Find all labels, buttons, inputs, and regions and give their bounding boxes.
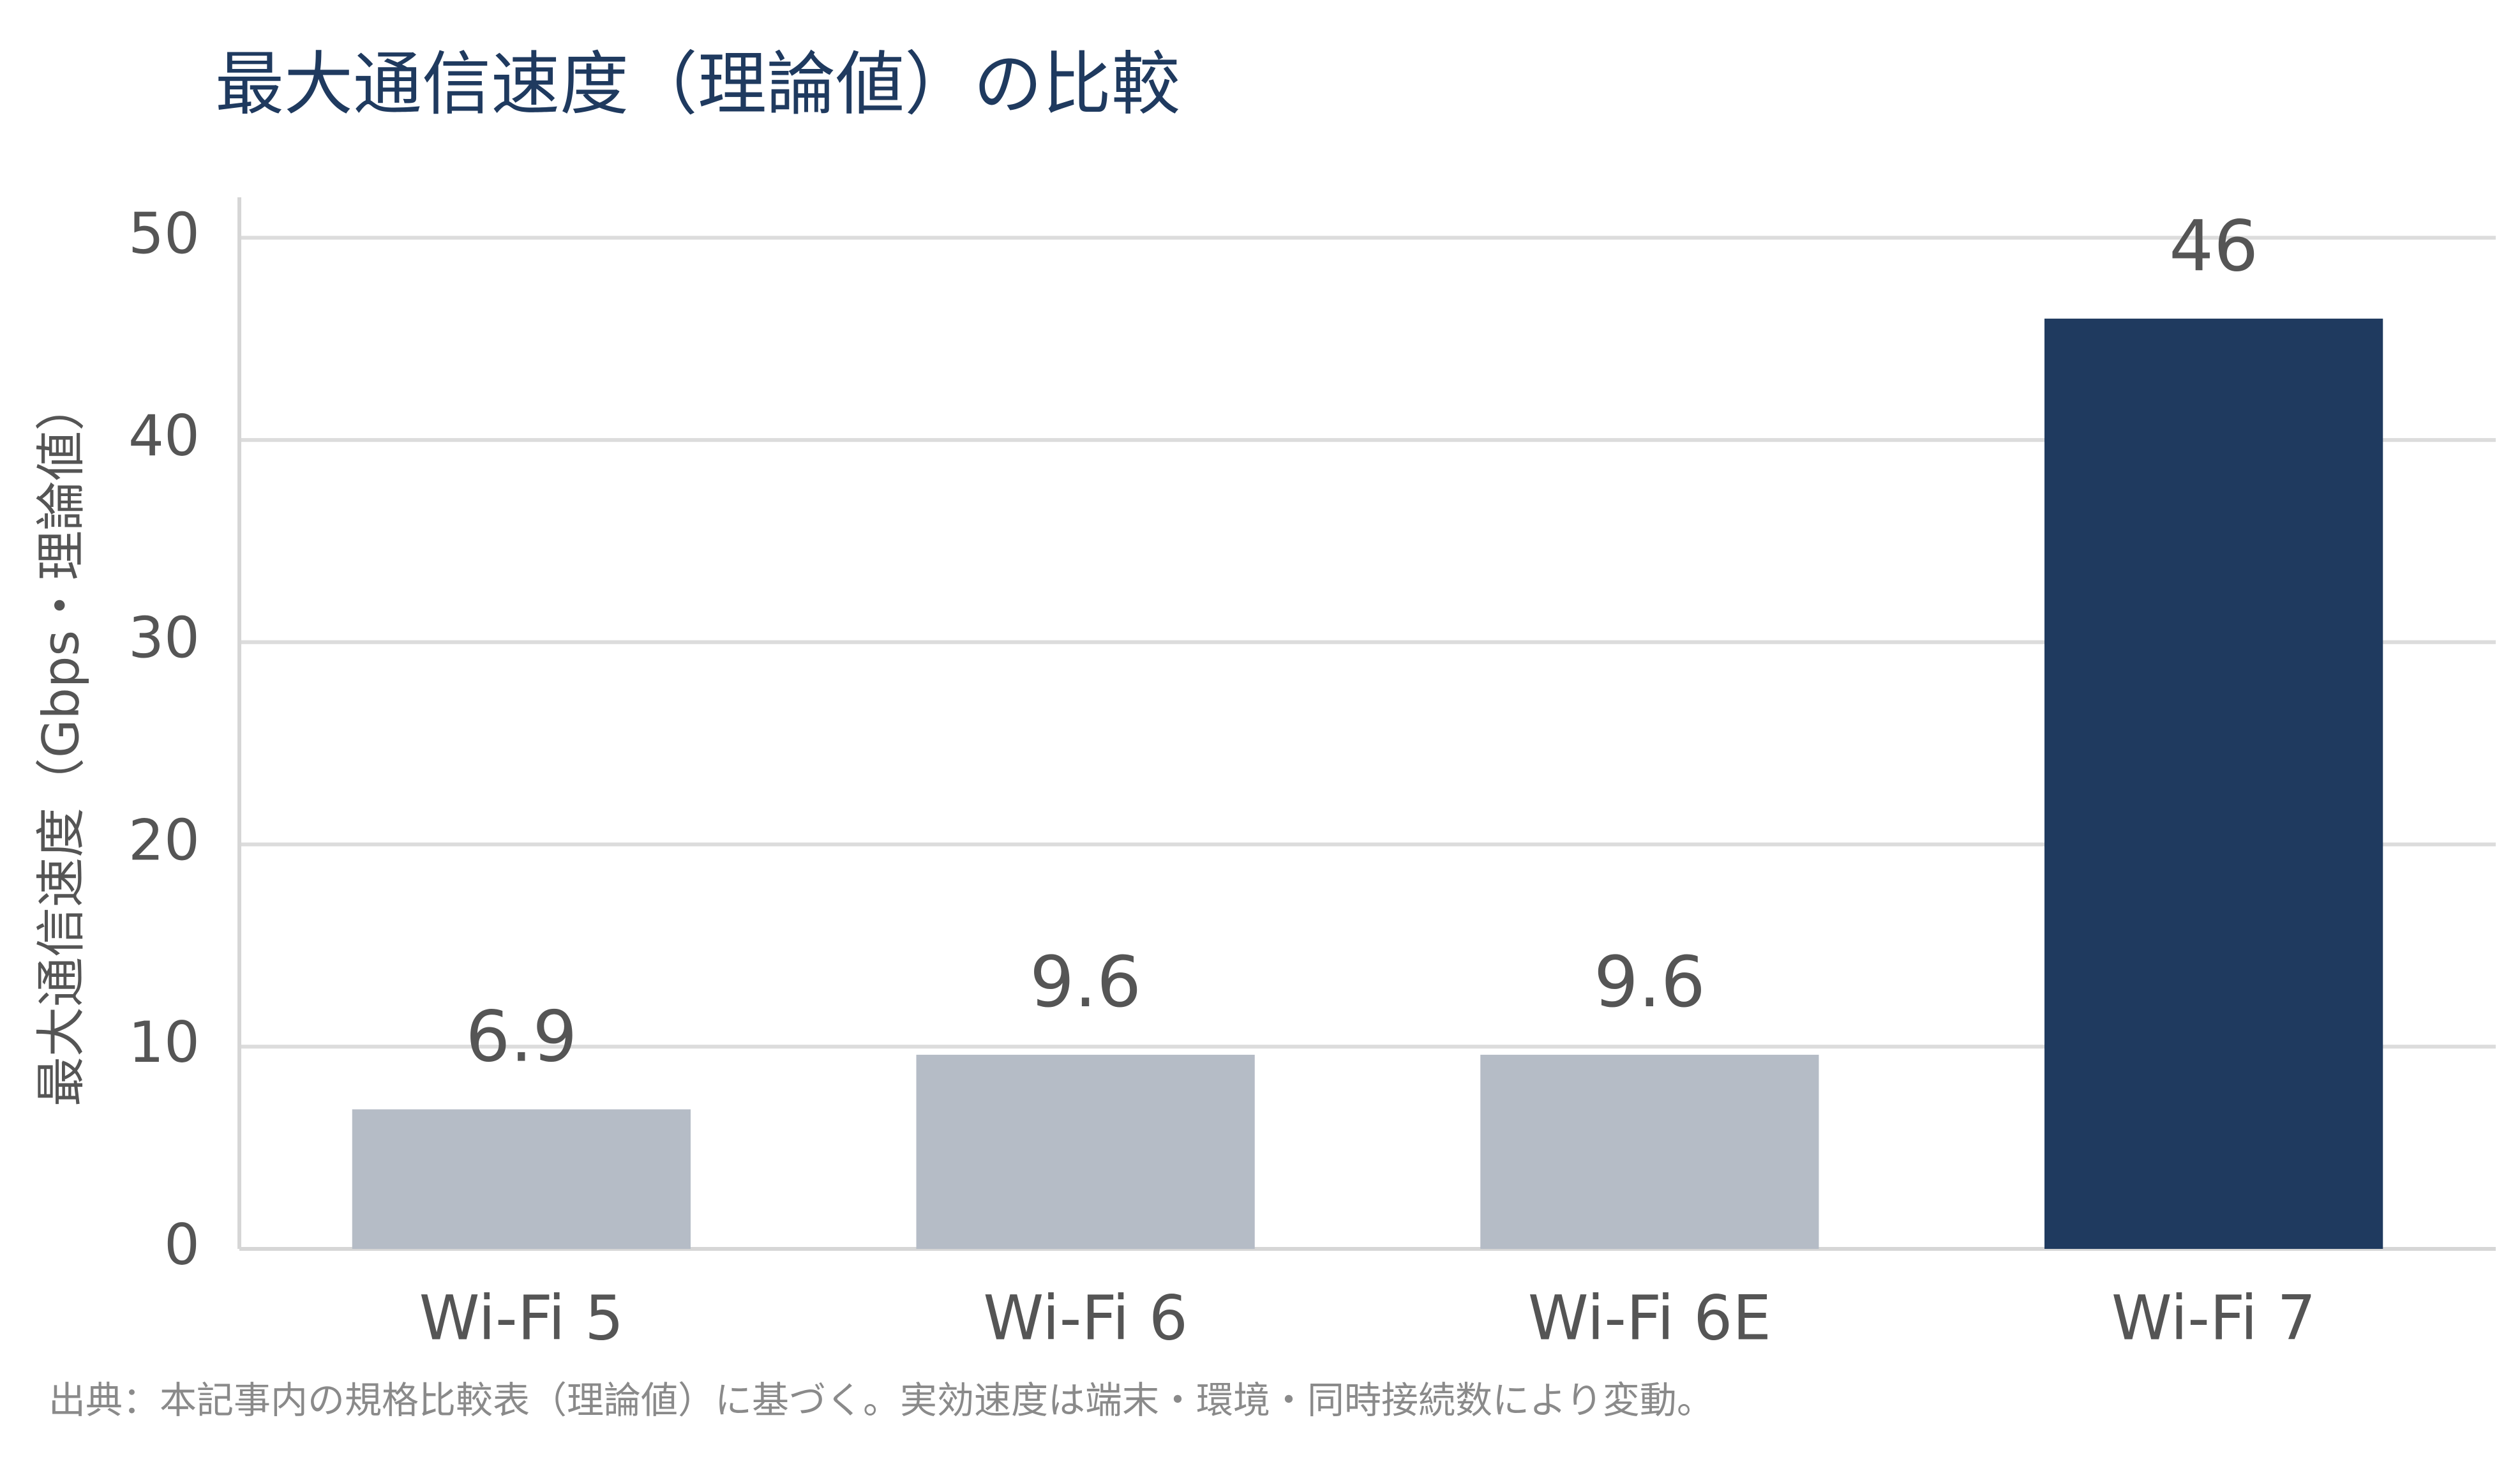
footnote: 出典：本記事内の規格比較表（理論値）に基づく。実効速度は端末・環境・同時接続数に… bbox=[49, 1379, 1714, 1422]
bar bbox=[2044, 319, 2383, 1249]
bar bbox=[352, 1109, 691, 1249]
value-label: 9.6 bbox=[1030, 941, 1141, 1023]
y-tick-label: 10 bbox=[128, 1009, 200, 1075]
x-tick-label: Wi-Fi 5 bbox=[419, 1282, 624, 1354]
y-tick-label: 30 bbox=[128, 605, 200, 671]
y-tick-label: 20 bbox=[128, 807, 200, 873]
chart-title: 最大通信速度（理論値）の比較 bbox=[215, 45, 1180, 125]
x-tick-label: Wi-Fi 6 bbox=[983, 1282, 1188, 1354]
y-tick-label: 50 bbox=[128, 200, 200, 266]
value-label: 6.9 bbox=[465, 996, 577, 1078]
y-tick-label: 0 bbox=[164, 1212, 200, 1278]
x-tick-label: Wi-Fi 7 bbox=[2111, 1282, 2316, 1354]
x-tick-label: Wi-Fi 6E bbox=[1528, 1282, 1771, 1354]
y-axis-label: 最大通信速度（Gbps・理論値） bbox=[33, 381, 90, 1107]
bar bbox=[1480, 1054, 1819, 1249]
bar bbox=[916, 1054, 1255, 1249]
value-label: 46 bbox=[2169, 205, 2258, 287]
y-tick-label: 40 bbox=[128, 403, 200, 469]
value-label: 9.6 bbox=[1594, 941, 1706, 1023]
